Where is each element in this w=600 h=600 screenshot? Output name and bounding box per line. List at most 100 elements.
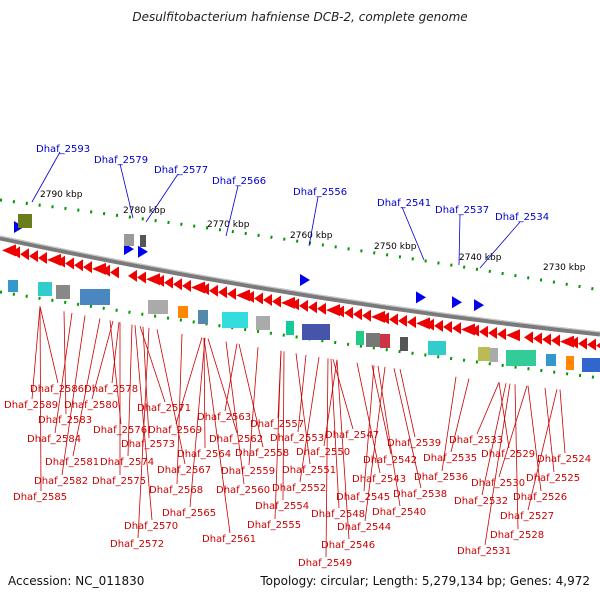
reverse-gene-arrow[interactable] <box>335 305 344 318</box>
forward-gene-arrow[interactable] <box>416 291 426 304</box>
gene-label-dhaf-2561[interactable]: Dhaf_2561 <box>202 534 256 545</box>
reverse-gene-arrow[interactable] <box>362 309 371 322</box>
reverse-gene-arrow[interactable] <box>443 321 452 334</box>
gene-label-dhaf-2551[interactable]: Dhaf_2551 <box>282 465 336 476</box>
forward-gene-arrow[interactable] <box>124 243 134 256</box>
reverse-gene-arrow[interactable] <box>227 287 236 300</box>
gene-label-dhaf-2565[interactable]: Dhaf_2565 <box>162 508 216 519</box>
reverse-gene-arrow[interactable] <box>164 276 173 289</box>
reverse-gene-arrow[interactable] <box>83 261 92 274</box>
reverse-gene-arrow[interactable] <box>146 273 160 286</box>
reverse-gene-arrow[interactable] <box>281 296 295 309</box>
gene-label-dhaf-2564[interactable]: Dhaf_2564 <box>177 449 231 460</box>
gene-label-dhaf-2577[interactable]: Dhaf_2577 <box>154 165 208 176</box>
reverse-gene-arrow[interactable] <box>200 283 209 296</box>
reverse-gene-arrow[interactable] <box>578 337 587 350</box>
reverse-gene-arrow[interactable] <box>407 316 416 329</box>
gene-label-dhaf-2543[interactable]: Dhaf_2543 <box>352 474 406 485</box>
forward-gene-arrow[interactable] <box>300 274 310 286</box>
gene-label-dhaf-2570[interactable]: Dhaf_2570 <box>124 521 178 532</box>
gene-label-dhaf-2563[interactable]: Dhaf_2563 <box>197 412 251 423</box>
gene-label-dhaf-2585[interactable]: Dhaf_2585 <box>13 492 67 503</box>
reverse-gene-arrow[interactable] <box>290 298 299 311</box>
reverse-gene-arrow[interactable] <box>371 310 385 323</box>
reverse-gene-arrow[interactable] <box>587 338 596 351</box>
gene-label-dhaf-2558[interactable]: Dhaf_2558 <box>235 448 289 459</box>
gene-label-dhaf-2557[interactable]: Dhaf_2557 <box>250 419 304 430</box>
forward-gene-arrow[interactable] <box>474 299 484 312</box>
gene-label-dhaf-2575[interactable]: Dhaf_2575 <box>92 476 146 487</box>
reverse-gene-arrow[interactable] <box>38 251 47 264</box>
gene-label-dhaf-2541[interactable]: Dhaf_2541 <box>377 198 431 209</box>
reverse-gene-arrow[interactable] <box>596 340 600 352</box>
reverse-gene-arrow[interactable] <box>461 323 475 336</box>
reverse-gene-arrow[interactable] <box>209 284 218 297</box>
gene-label-dhaf-2574[interactable]: Dhaf_2574 <box>100 457 154 468</box>
reverse-gene-arrow[interactable] <box>272 295 281 308</box>
reverse-gene-arrow[interactable] <box>353 308 362 321</box>
reverse-gene-arrow[interactable] <box>65 257 74 270</box>
gene-label-dhaf-2531[interactable]: Dhaf_2531 <box>457 546 511 557</box>
gene-label-dhaf-2526[interactable]: Dhaf_2526 <box>513 492 567 503</box>
gene-label-dhaf-2571[interactable]: Dhaf_2571 <box>137 403 191 414</box>
gene-label-dhaf-2540[interactable]: Dhaf_2540 <box>372 507 426 518</box>
reverse-gene-arrow[interactable] <box>569 336 578 349</box>
gene-label-dhaf-2559[interactable]: Dhaf_2559 <box>221 466 275 477</box>
gene-label-dhaf-2567[interactable]: Dhaf_2567 <box>157 465 211 476</box>
reverse-gene-arrow[interactable] <box>542 333 551 346</box>
reverse-gene-arrow[interactable] <box>56 255 65 268</box>
reverse-gene-arrow[interactable] <box>173 278 182 291</box>
gene-label-dhaf-2583[interactable]: Dhaf_2583 <box>38 415 92 426</box>
gene-label-dhaf-2589[interactable]: Dhaf_2589 <box>4 400 58 411</box>
gene-label-dhaf-2535[interactable]: Dhaf_2535 <box>423 453 477 464</box>
reverse-gene-arrow[interactable] <box>74 259 83 272</box>
reverse-gene-arrow[interactable] <box>506 329 520 342</box>
forward-gene-arrow[interactable] <box>138 245 148 258</box>
reverse-gene-arrow[interactable] <box>479 325 488 338</box>
gene-label-dhaf-2537[interactable]: Dhaf_2537 <box>435 205 489 216</box>
reverse-gene-arrow[interactable] <box>524 331 533 344</box>
reverse-gene-arrow[interactable] <box>155 274 164 287</box>
gene-label-dhaf-2546[interactable]: Dhaf_2546 <box>321 540 375 551</box>
gene-label-dhaf-2528[interactable]: Dhaf_2528 <box>490 530 544 541</box>
reverse-gene-arrow[interactable] <box>29 250 38 263</box>
gene-label-dhaf-2550[interactable]: Dhaf_2550 <box>296 447 350 458</box>
gene-label-dhaf-2545[interactable]: Dhaf_2545 <box>336 492 390 503</box>
gene-label-dhaf-2562[interactable]: Dhaf_2562 <box>209 434 263 445</box>
gene-label-dhaf-2524[interactable]: Dhaf_2524 <box>537 454 591 465</box>
reverse-gene-arrow[interactable] <box>470 324 479 337</box>
reverse-gene-arrow[interactable] <box>92 262 106 275</box>
reverse-gene-arrow[interactable] <box>254 292 263 305</box>
reverse-gene-arrow[interactable] <box>308 301 317 314</box>
gene-label-dhaf-2542[interactable]: Dhaf_2542 <box>363 455 417 466</box>
gene-label-dhaf-2529[interactable]: Dhaf_2529 <box>481 449 535 460</box>
reverse-gene-arrow[interactable] <box>389 313 398 326</box>
gene-label-dhaf-2579[interactable]: Dhaf_2579 <box>94 155 148 166</box>
reverse-gene-arrow[interactable] <box>488 326 497 339</box>
gene-label-dhaf-2580[interactable]: Dhaf_2580 <box>64 400 118 411</box>
gene-label-dhaf-2552[interactable]: Dhaf_2552 <box>272 483 326 494</box>
gene-label-dhaf-2578[interactable]: Dhaf_2578 <box>84 384 138 395</box>
gene-label-dhaf-2530[interactable]: Dhaf_2530 <box>471 478 525 489</box>
reverse-gene-arrow[interactable] <box>218 286 227 299</box>
reverse-gene-arrow[interactable] <box>344 306 353 319</box>
gene-label-dhaf-2584[interactable]: Dhaf_2584 <box>27 434 81 445</box>
gene-label-dhaf-2568[interactable]: Dhaf_2568 <box>149 485 203 496</box>
gene-label-dhaf-2553[interactable]: Dhaf_2553 <box>270 433 324 444</box>
reverse-gene-arrow[interactable] <box>137 271 146 284</box>
gene-label-dhaf-2534[interactable]: Dhaf_2534 <box>495 212 549 223</box>
gene-label-dhaf-2566[interactable]: Dhaf_2566 <box>212 176 266 187</box>
gene-label-dhaf-2586[interactable]: Dhaf_2586 <box>30 384 84 395</box>
gene-label-dhaf-2544[interactable]: Dhaf_2544 <box>337 522 391 533</box>
gene-label-dhaf-2556[interactable]: Dhaf_2556 <box>293 187 347 198</box>
gene-label-dhaf-2554[interactable]: Dhaf_2554 <box>255 501 309 512</box>
reverse-gene-arrow[interactable] <box>128 269 137 282</box>
gene-label-dhaf-2582[interactable]: Dhaf_2582 <box>34 476 88 487</box>
gene-label-dhaf-2576[interactable]: Dhaf_2576 <box>93 425 147 436</box>
reverse-gene-arrow[interactable] <box>416 317 430 330</box>
gene-label-dhaf-2569[interactable]: Dhaf_2569 <box>148 425 202 436</box>
gene-label-dhaf-2536[interactable]: Dhaf_2536 <box>414 472 468 483</box>
gene-label-dhaf-2581[interactable]: Dhaf_2581 <box>45 457 99 468</box>
forward-gene-arrow[interactable] <box>452 296 462 309</box>
gene-label-dhaf-2525[interactable]: Dhaf_2525 <box>526 473 580 484</box>
